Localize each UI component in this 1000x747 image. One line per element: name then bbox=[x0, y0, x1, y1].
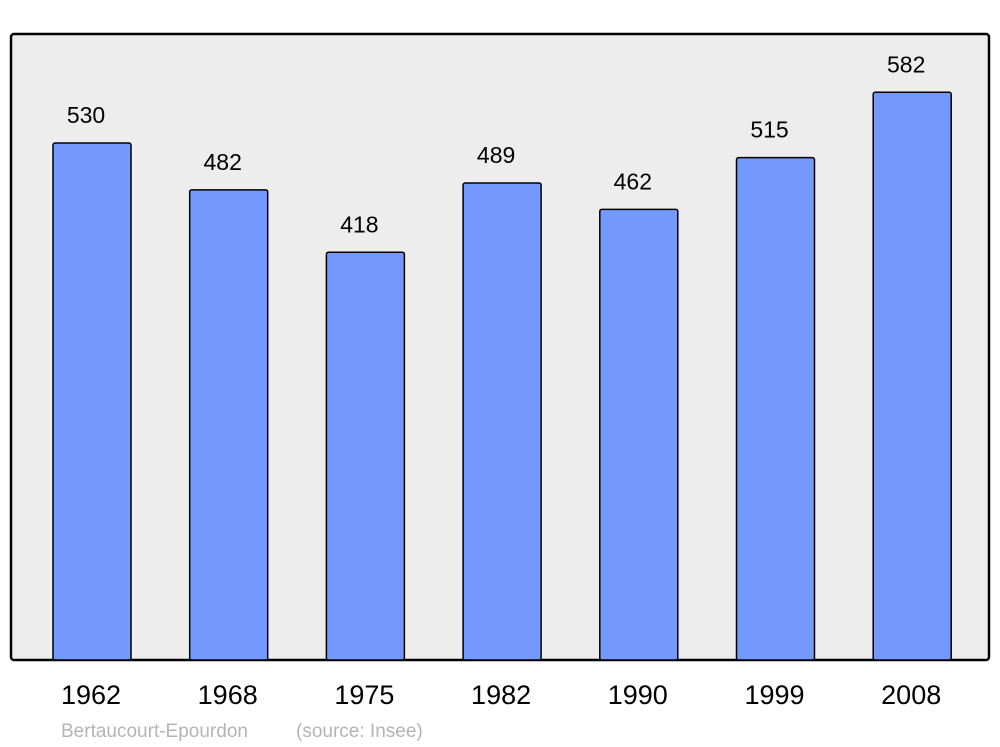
data-label: 582 bbox=[887, 51, 925, 77]
bar-1990 bbox=[599, 208, 679, 661]
data-label: 515 bbox=[750, 117, 788, 143]
x-tick-label: 1975 bbox=[334, 680, 394, 710]
x-tick-label: 2008 bbox=[881, 680, 941, 710]
x-tick-label: 1990 bbox=[608, 680, 668, 710]
data-label: 489 bbox=[477, 142, 515, 168]
x-tick-label: 1982 bbox=[471, 680, 531, 710]
data-label: 418 bbox=[340, 211, 378, 237]
data-label: 482 bbox=[204, 149, 242, 175]
x-tick-label: 1968 bbox=[198, 680, 258, 710]
bar-1982 bbox=[462, 182, 542, 661]
bar-2008 bbox=[872, 91, 952, 661]
footer-place: Bertaucourt-Epourdon bbox=[61, 721, 248, 742]
data-label: 462 bbox=[614, 168, 652, 194]
bar-1962 bbox=[52, 142, 132, 661]
bar-1975 bbox=[325, 251, 406, 661]
x-tick-label: 1962 bbox=[61, 680, 121, 710]
data-label: 530 bbox=[67, 102, 105, 128]
bar-1999 bbox=[735, 156, 816, 661]
bar-1968 bbox=[188, 189, 269, 661]
footer-source: (source: Insee) bbox=[296, 721, 423, 742]
x-tick-label: 1999 bbox=[744, 680, 804, 710]
